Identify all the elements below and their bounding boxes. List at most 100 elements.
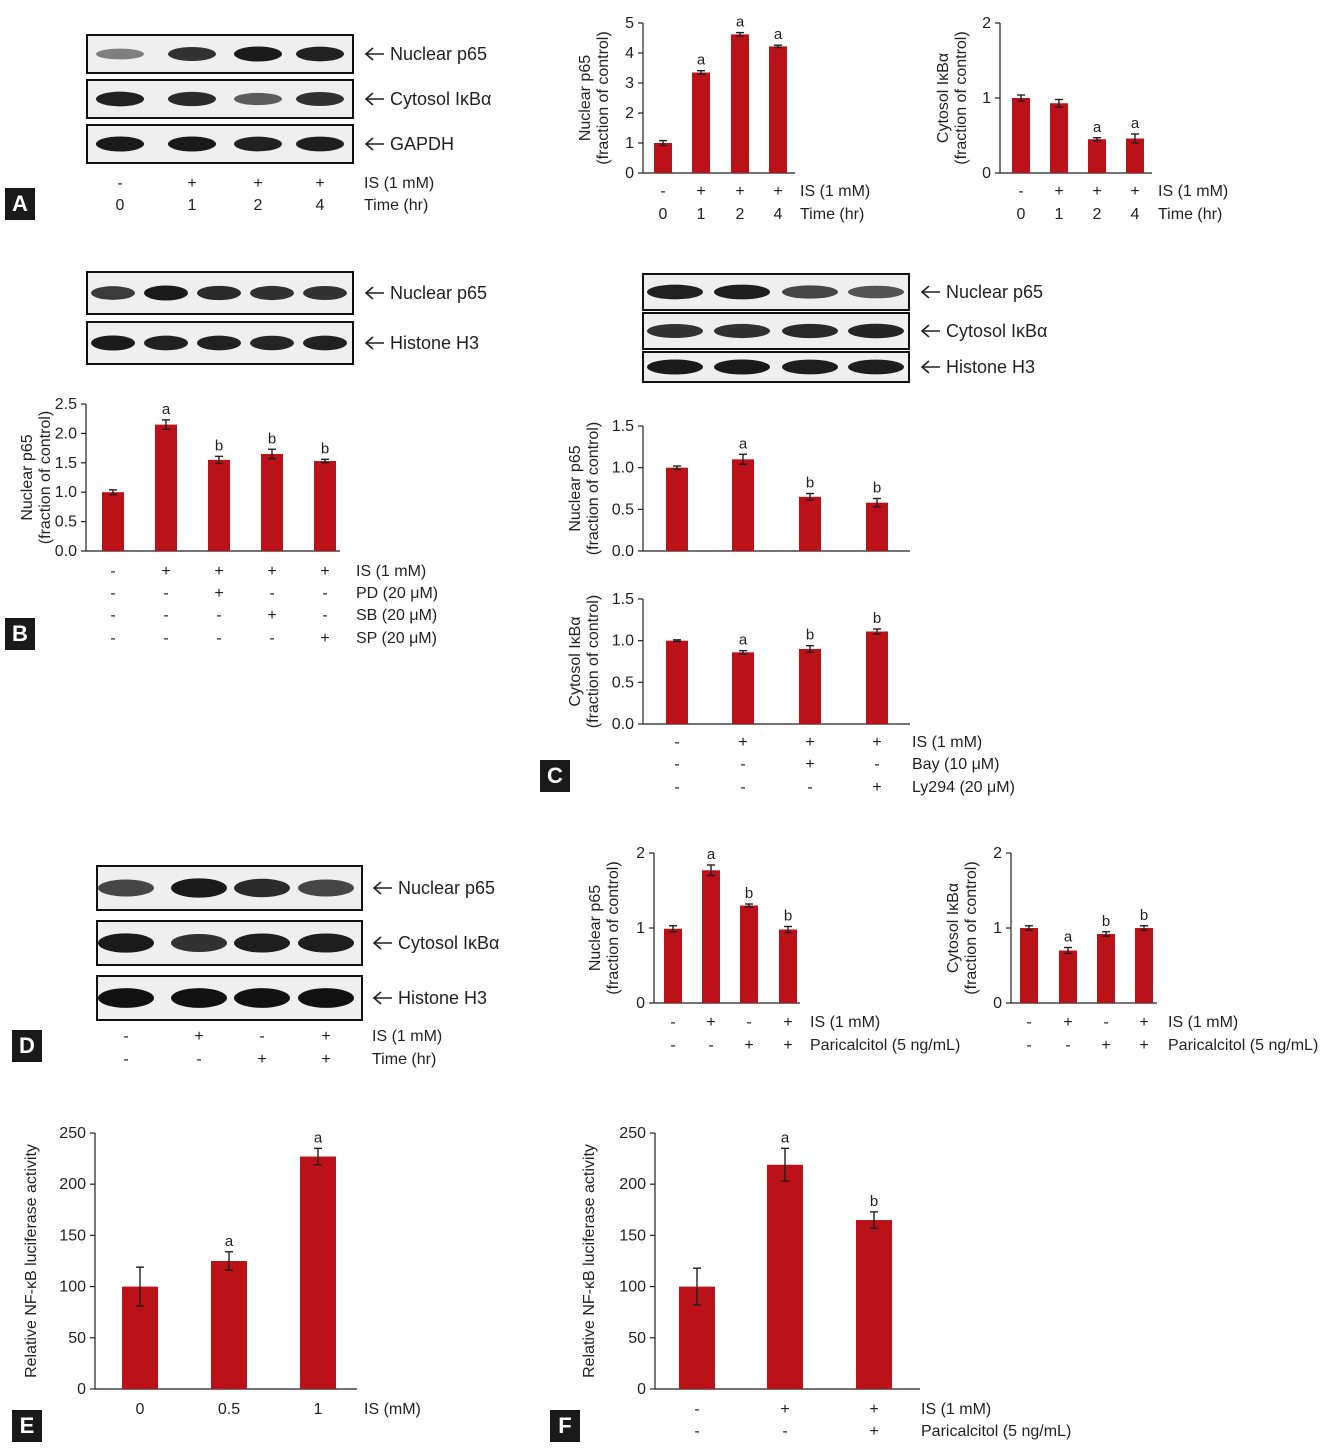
y-axis-label-line: (fraction of control) <box>953 31 970 164</box>
condition-mark: + <box>1139 1037 1148 1054</box>
condition-mark: - <box>123 1051 128 1068</box>
blot-band <box>96 136 144 152</box>
arrow-icon <box>364 286 374 300</box>
condition-mark: + <box>773 183 782 200</box>
condition-label: IS (mM) <box>364 1401 421 1418</box>
blot-band <box>171 878 227 898</box>
y-tick-label: 250 <box>59 1125 86 1142</box>
blot-band <box>714 359 770 375</box>
y-tick-label: 1.0 <box>612 460 634 477</box>
y-tick-label: 1 <box>993 920 1002 937</box>
condition-label: Paricalcitol (5 ng/mL) <box>810 1037 960 1054</box>
blot-band <box>848 285 904 299</box>
blot-label: Cytosol IκBα <box>390 89 491 109</box>
blot-band <box>234 988 290 1008</box>
condition-mark: - <box>746 1014 751 1031</box>
condition-mark: + <box>696 183 705 200</box>
blot-band <box>168 136 216 152</box>
blot-strip: Cytosol IκBα <box>96 920 499 966</box>
significance-label: b <box>215 437 223 454</box>
condition-mark: + <box>321 1051 330 1068</box>
blot-band <box>296 46 344 62</box>
chart-e-luc: 0 50 100 150 200 250 Relative NF-κB luciferase… <box>23 1125 421 1418</box>
condition-mark: + <box>320 630 329 647</box>
significance-label: b <box>873 480 881 497</box>
blot-band <box>171 988 227 1008</box>
blot-band <box>144 335 188 351</box>
condition-mark: - <box>874 756 879 773</box>
blot-band <box>91 286 135 300</box>
condition-mark: - <box>269 630 274 647</box>
y-tick-label: 100 <box>619 1279 646 1296</box>
arrow-icon <box>920 324 930 338</box>
condition-mark: - <box>694 1423 699 1440</box>
y-tick-label: 0.0 <box>612 716 634 733</box>
blot-strip: Nuclear p65 <box>642 273 1043 311</box>
blot-band <box>647 284 703 300</box>
bar <box>767 1164 803 1389</box>
blot-strip: Histone H3 <box>96 975 487 1021</box>
condition-mark: + <box>315 175 324 192</box>
blot-band <box>96 91 144 107</box>
blot-band <box>234 933 290 953</box>
blot-band <box>98 933 154 953</box>
y-axis-label-line: (fraction of control) <box>595 31 612 164</box>
blot-band <box>296 136 344 152</box>
significance-label: b <box>806 475 814 492</box>
blot-band <box>848 323 904 339</box>
condition-label: IS (1 mM) <box>800 183 870 200</box>
y-axis-label-line: (fraction of control) <box>963 861 980 994</box>
condition-mark: + <box>735 183 744 200</box>
y-tick-label: 0.0 <box>612 543 634 560</box>
y-tick-label: 0.0 <box>55 543 77 560</box>
condition-mark: + <box>214 585 223 602</box>
condition-label: Paricalcitol (5 ng/mL) <box>1168 1037 1318 1054</box>
y-tick-label: 2 <box>982 15 991 32</box>
bar <box>1012 98 1030 173</box>
blot-band <box>647 324 703 338</box>
y-tick-label: 0 <box>637 1381 646 1398</box>
y-tick-label: 100 <box>59 1279 86 1296</box>
condition-mark: + <box>257 1051 266 1068</box>
y-axis-label-line: Nuclear p65 <box>577 55 594 141</box>
blot-band <box>234 136 282 152</box>
y-axis-label: Nuclear p65(fraction of control) <box>567 422 602 555</box>
y-axis-label: Relative NF-κB luciferase activity <box>581 1144 598 1378</box>
condition-mark: - <box>269 585 274 602</box>
bar <box>732 459 754 551</box>
condition-mark: - <box>322 585 327 602</box>
significance-label: a <box>314 1129 323 1146</box>
y-axis-label-line: Cytosol IκBα <box>945 883 962 973</box>
bar <box>102 492 124 551</box>
blot-band <box>168 91 216 107</box>
condition-mark: - <box>110 585 115 602</box>
bar <box>666 640 688 724</box>
condition-mark: 0 <box>136 1401 145 1418</box>
arrow-icon <box>372 991 382 1005</box>
bar <box>1126 138 1144 173</box>
bar <box>300 1156 336 1389</box>
y-tick-label: 0 <box>625 165 634 182</box>
western-blot-b: Nuclear p65 Histone H3 <box>86 271 487 365</box>
condition-label: IS (1 mM) <box>1168 1014 1238 1031</box>
significance-label: b <box>745 885 753 902</box>
y-tick-label: 4 <box>625 45 634 62</box>
bar <box>692 72 710 173</box>
y-tick-label: 1.0 <box>612 633 634 650</box>
arrow-icon <box>364 336 374 350</box>
condition-mark: - <box>674 779 679 796</box>
y-axis-label-line: Cytosol IκBα <box>935 53 952 143</box>
blot-strip: Nuclear p65 <box>96 865 495 911</box>
blot-band <box>303 286 347 300</box>
condition-label: PD (20 μM) <box>356 585 438 602</box>
condition-mark: - <box>660 183 665 200</box>
panel-letter-c: C <box>540 760 570 792</box>
y-tick-label: 3 <box>625 75 634 92</box>
panel-letter-d: D <box>12 1030 42 1062</box>
blot-label: Nuclear p65 <box>398 878 495 898</box>
blot-label: Nuclear p65 <box>390 283 487 303</box>
y-tick-label: 1.0 <box>55 484 77 501</box>
condition-mark: + <box>869 1423 878 1440</box>
significance-label: b <box>1140 907 1148 924</box>
condition-mark: + <box>872 734 881 751</box>
